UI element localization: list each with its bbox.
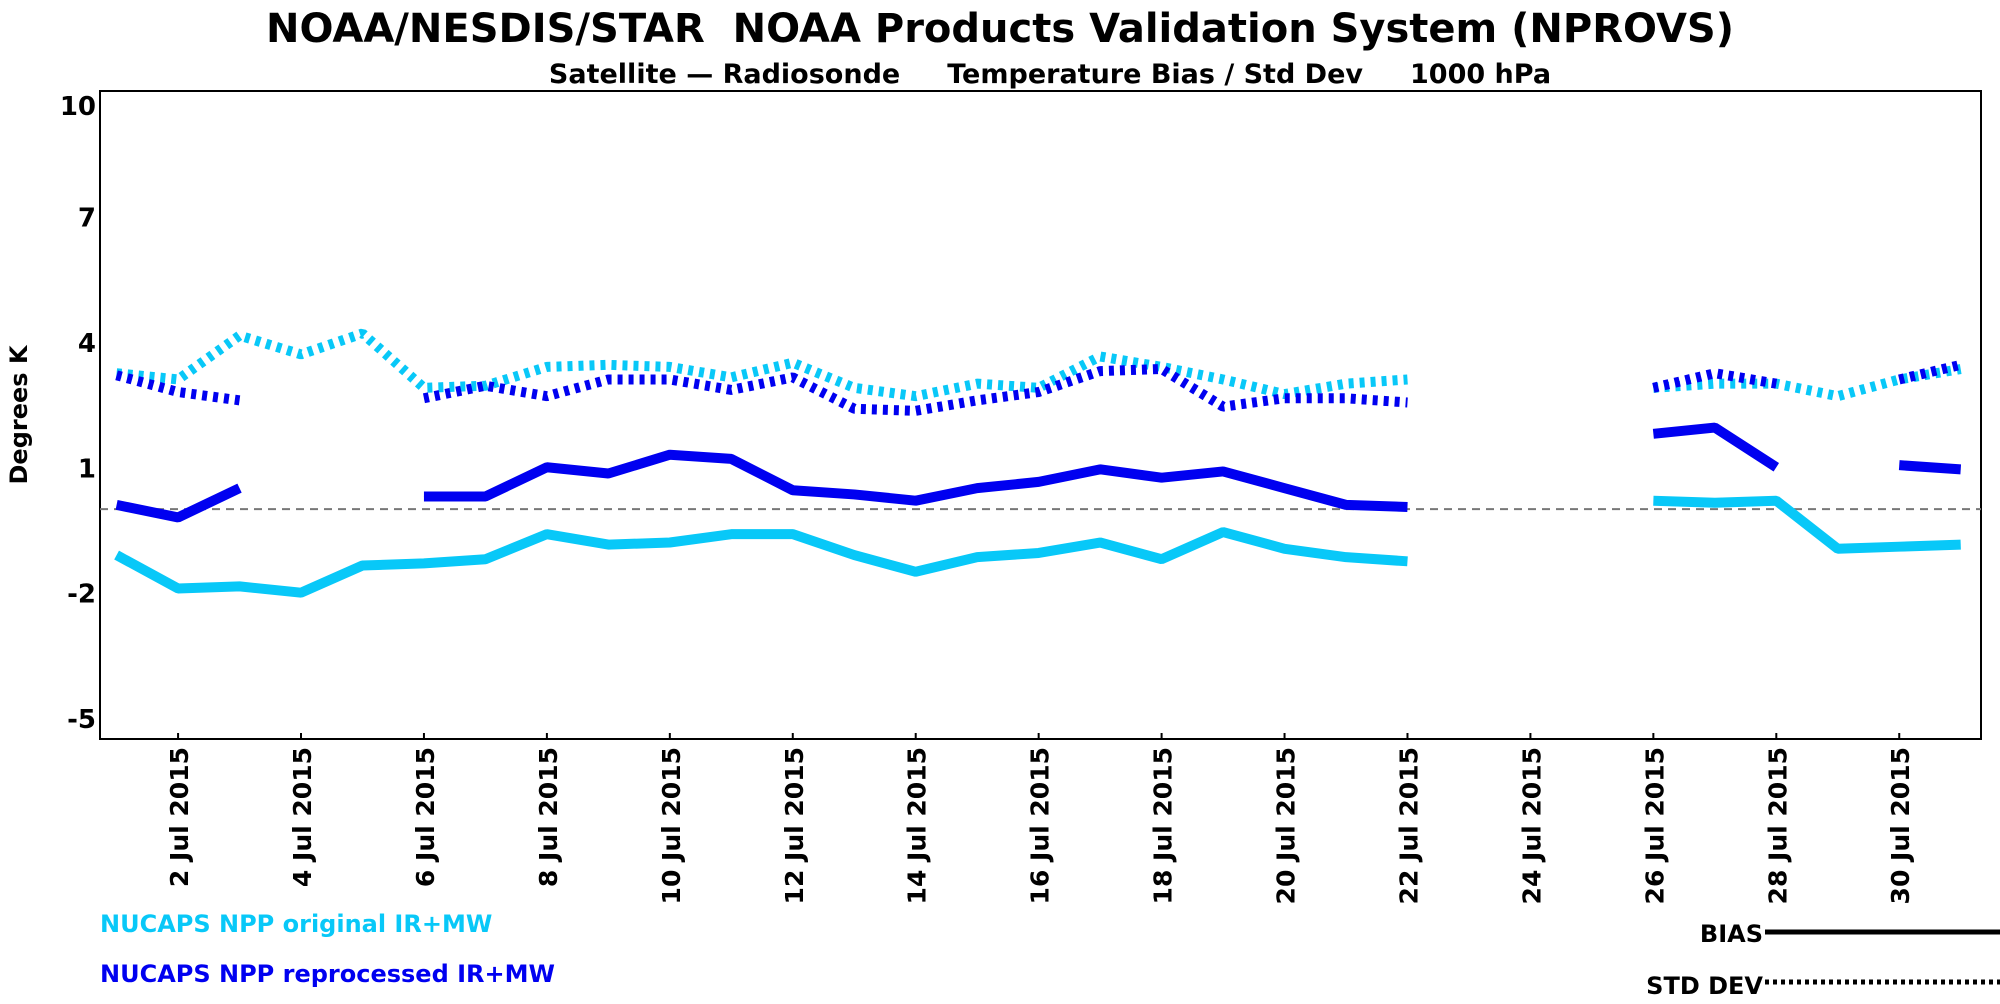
x-tick-label: 4 Jul 2015 xyxy=(288,747,317,887)
x-tick-label: 16 Jul 2015 xyxy=(1026,747,1055,904)
x-tick-label: 26 Jul 2015 xyxy=(1640,747,1669,904)
x-tick-label: 12 Jul 2015 xyxy=(780,747,809,904)
x-tick-label: 8 Jul 2015 xyxy=(534,747,563,887)
y-tick-label: 10 xyxy=(60,92,96,122)
y-tick-label: 1 xyxy=(78,454,96,484)
x-tick-label: 2 Jul 2015 xyxy=(165,747,194,887)
series-line-bias-0 xyxy=(117,532,1408,593)
series-line-std-3 xyxy=(1899,365,1960,380)
x-tick-label: 10 Jul 2015 xyxy=(657,747,686,904)
style-key-bias-label: BIAS xyxy=(1700,920,1763,948)
y-tick-label: -2 xyxy=(67,580,96,610)
x-tick-label: 6 Jul 2015 xyxy=(411,747,440,887)
axis-ticks: 10 7 4 1 -2 -5 2 Jul 2015 4 Jul 2015 6 Jul 2015 8… xyxy=(60,92,1915,904)
y-tick-label: 4 xyxy=(78,329,96,359)
x-tick-label: 14 Jul 2015 xyxy=(903,747,932,904)
series-line-std-3 xyxy=(1653,373,1776,388)
series-line-bias-1 xyxy=(117,488,240,517)
series-line-bias-1 xyxy=(1653,428,1776,468)
x-tick-label: 20 Jul 2015 xyxy=(1272,747,1301,904)
legend-label-original: NUCAPS NPP original IR+MW xyxy=(100,910,492,938)
plot-frame xyxy=(100,91,1981,739)
x-tick-label: 18 Jul 2015 xyxy=(1149,747,1178,904)
style-key-std-label: STD DEV xyxy=(1646,972,1763,1000)
y-axis-label: Degrees K xyxy=(5,344,33,484)
x-tick-label: 22 Jul 2015 xyxy=(1394,747,1423,904)
x-tick-label: 28 Jul 2015 xyxy=(1763,747,1792,904)
y-tick-label: -5 xyxy=(67,705,96,735)
chart-title: NOAA/NESDIS/STAR NOAA Products Validatio… xyxy=(266,6,1734,52)
series-line-std-3 xyxy=(117,375,240,400)
series-line-std-3 xyxy=(424,369,1408,411)
series-line-bias-1 xyxy=(424,455,1408,507)
series-line-bias-1 xyxy=(1899,465,1960,469)
x-tick-label: 24 Jul 2015 xyxy=(1517,747,1546,904)
y-tick-label: 7 xyxy=(78,203,96,233)
series-line-bias-0 xyxy=(1653,501,1960,549)
x-tick-label: 30 Jul 2015 xyxy=(1886,747,1915,904)
chart-subtitle: Satellite — Radiosonde Temperature Bias … xyxy=(549,59,1551,90)
plot-area xyxy=(100,91,1981,739)
legend-label-reprocessed: NUCAPS NPP reprocessed IR+MW xyxy=(100,960,555,988)
